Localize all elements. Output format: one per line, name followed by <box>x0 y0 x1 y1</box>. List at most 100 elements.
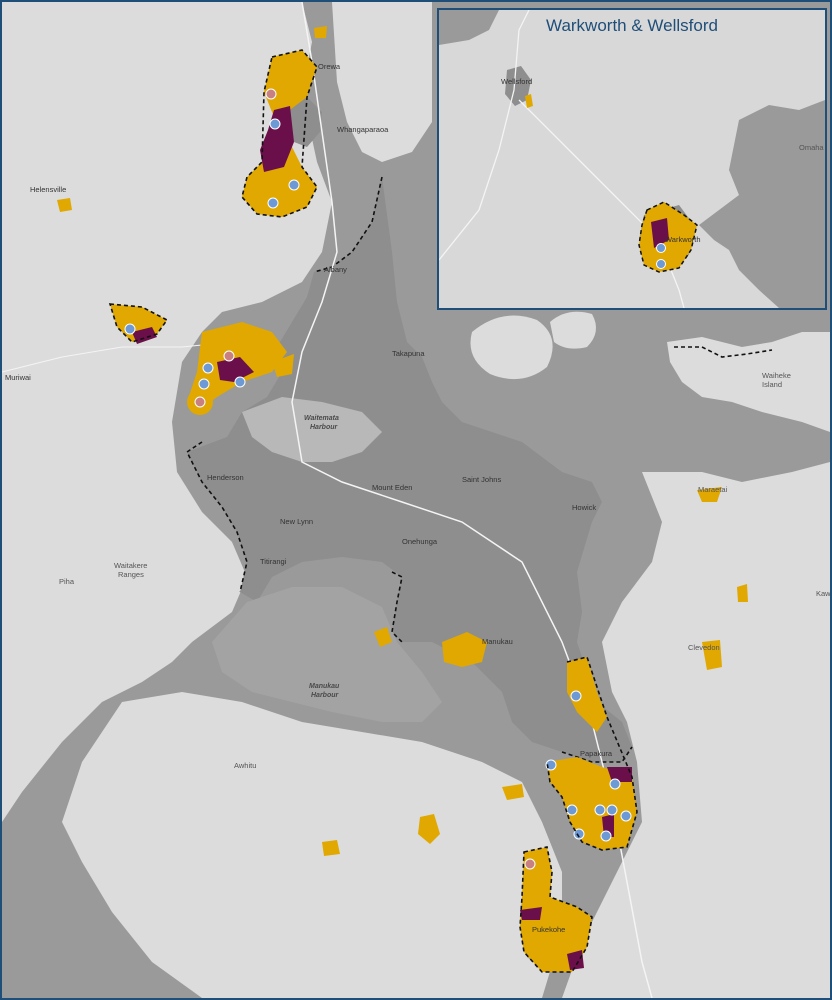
marker-drury-6[interactable] <box>620 810 632 822</box>
inset-outline-warkworth <box>638 201 698 273</box>
inset-map[interactable]: Wellsford Warkworth Omaha Warkworth & We… <box>437 8 827 310</box>
marker-drury-3[interactable] <box>566 804 578 816</box>
label-helensville: Helensville <box>30 185 66 194</box>
land-east <box>562 462 830 998</box>
priority-pukekohe-2 <box>567 950 584 970</box>
label-maraetai: Maraetai <box>698 485 728 494</box>
inset-label-omaha: Omaha <box>799 143 824 152</box>
marker-drury-8[interactable] <box>600 830 612 842</box>
label-mount-eden: Mount Eden <box>372 483 412 492</box>
label-albany: Albany <box>324 265 347 274</box>
outline-kumeu <box>108 303 169 343</box>
label-orewa: Orewa <box>318 62 341 71</box>
label-piha: Piha <box>59 577 75 586</box>
zone-clevedon-north <box>737 584 748 602</box>
zone-clevedon <box>702 640 722 670</box>
inset-road <box>439 10 685 308</box>
zone-helensville <box>57 198 72 212</box>
outline-pukekohe <box>519 846 593 973</box>
marker-whenuapai-3[interactable] <box>198 378 210 390</box>
urban-boundary-west <box>185 176 383 593</box>
inset-label-wellsford: Wellsford <box>501 77 532 86</box>
marker-whenuapai-1[interactable] <box>223 350 235 362</box>
zone-silverdale <box>242 50 317 217</box>
priority-pukekohe <box>520 907 542 920</box>
marker-kumeu[interactable] <box>124 323 136 335</box>
label-whangaparaoa: Whangaparaoa <box>337 125 389 134</box>
urban-boundary-waiheke <box>674 346 773 358</box>
label-onehunga: Onehunga <box>402 537 438 546</box>
land-waiheke <box>667 332 830 432</box>
label-manukau-harbour: Manukau Harbour <box>309 683 340 699</box>
inset-map-svg: Wellsford Warkworth Omaha <box>439 10 825 308</box>
centre-markers <box>124 88 632 870</box>
label-waiheke: Waiheke Island <box>762 371 791 389</box>
marker-pukekohe[interactable] <box>524 858 536 870</box>
zone-papakura-1 <box>567 657 607 732</box>
label-henderson: Henderson <box>207 473 244 482</box>
marker-papakura[interactable] <box>570 690 582 702</box>
priority-silverdale <box>260 106 294 172</box>
label-new-lynn: New Lynn <box>280 517 313 526</box>
urban-core <box>187 177 632 762</box>
marker-silverdale-1[interactable] <box>265 88 277 100</box>
inset-marker-2[interactable] <box>656 259 666 269</box>
outline-drury <box>546 656 638 851</box>
land-rangitoto <box>470 315 553 380</box>
urban-orewa <box>287 97 322 147</box>
label-howick: Howick <box>572 503 596 512</box>
label-pukekohe: Pukekohe <box>532 925 565 934</box>
zone-weymouth <box>374 627 392 647</box>
label-awhitu: Awhitu <box>234 761 256 770</box>
label-papakura: Papakura <box>580 749 613 758</box>
marker-drury-7[interactable] <box>573 828 585 840</box>
marker-whenuapai-2[interactable] <box>202 362 214 374</box>
land-south <box>62 692 562 998</box>
marker-silverdale-3[interactable] <box>288 179 300 191</box>
inset-urban-wellsford <box>505 66 531 106</box>
priority-kumeu <box>132 327 157 344</box>
waitemata-harbour <box>242 397 382 462</box>
zone-mangere <box>442 632 487 667</box>
zone-clarks <box>322 840 340 856</box>
inset-water-east <box>699 100 825 308</box>
priority-zones <box>132 106 632 970</box>
zone-whenuapai-east <box>272 354 294 377</box>
priority-whenuapai <box>217 357 254 382</box>
label-saint-johns: Saint Johns <box>462 475 501 484</box>
marker-whenuapai-4[interactable] <box>234 376 246 388</box>
label-waitemata: Waitemata Harbour <box>304 415 339 431</box>
land-northeast <box>332 2 432 162</box>
inset-marker-1[interactable] <box>656 243 666 253</box>
manukau-harbour <box>212 587 442 722</box>
inset-title: Warkworth & Wellsford <box>546 16 718 35</box>
marker-drury-2[interactable] <box>609 778 621 790</box>
marker-silverdale-2[interactable] <box>269 118 281 130</box>
label-kawakawa: Kaw <box>816 589 830 598</box>
priority-drury <box>607 767 632 782</box>
marker-drury-4[interactable] <box>594 804 606 816</box>
label-titirangi: Titirangi <box>260 557 287 566</box>
label-manukau: Manukau <box>482 637 513 646</box>
label-waitakere: Waitakere Ranges <box>114 561 147 579</box>
inset-priority-warkworth <box>651 218 669 248</box>
label-takapuna: Takapuna <box>392 349 425 358</box>
marker-redhills[interactable] <box>194 396 206 408</box>
marker-silverdale-4[interactable] <box>267 197 279 209</box>
zone-maraetai <box>697 487 722 502</box>
label-muriwai: Muriwai <box>5 373 31 382</box>
growth-outlines <box>108 49 638 973</box>
zone-orewa-north <box>314 26 327 38</box>
zone-pukekohe <box>520 847 592 972</box>
land-north <box>2 2 332 822</box>
zone-patumahoe <box>502 784 524 800</box>
outline-silverdale <box>241 49 318 218</box>
zone-karaka <box>418 814 440 844</box>
inset-zone-wellsford <box>525 94 533 108</box>
marker-drury-5[interactable] <box>606 804 618 816</box>
inset-label-warkworth: Warkworth <box>665 235 701 244</box>
label-clevedon: Clevedon <box>688 643 720 652</box>
inset-water-north <box>439 10 499 45</box>
land-motutapu <box>550 311 596 349</box>
